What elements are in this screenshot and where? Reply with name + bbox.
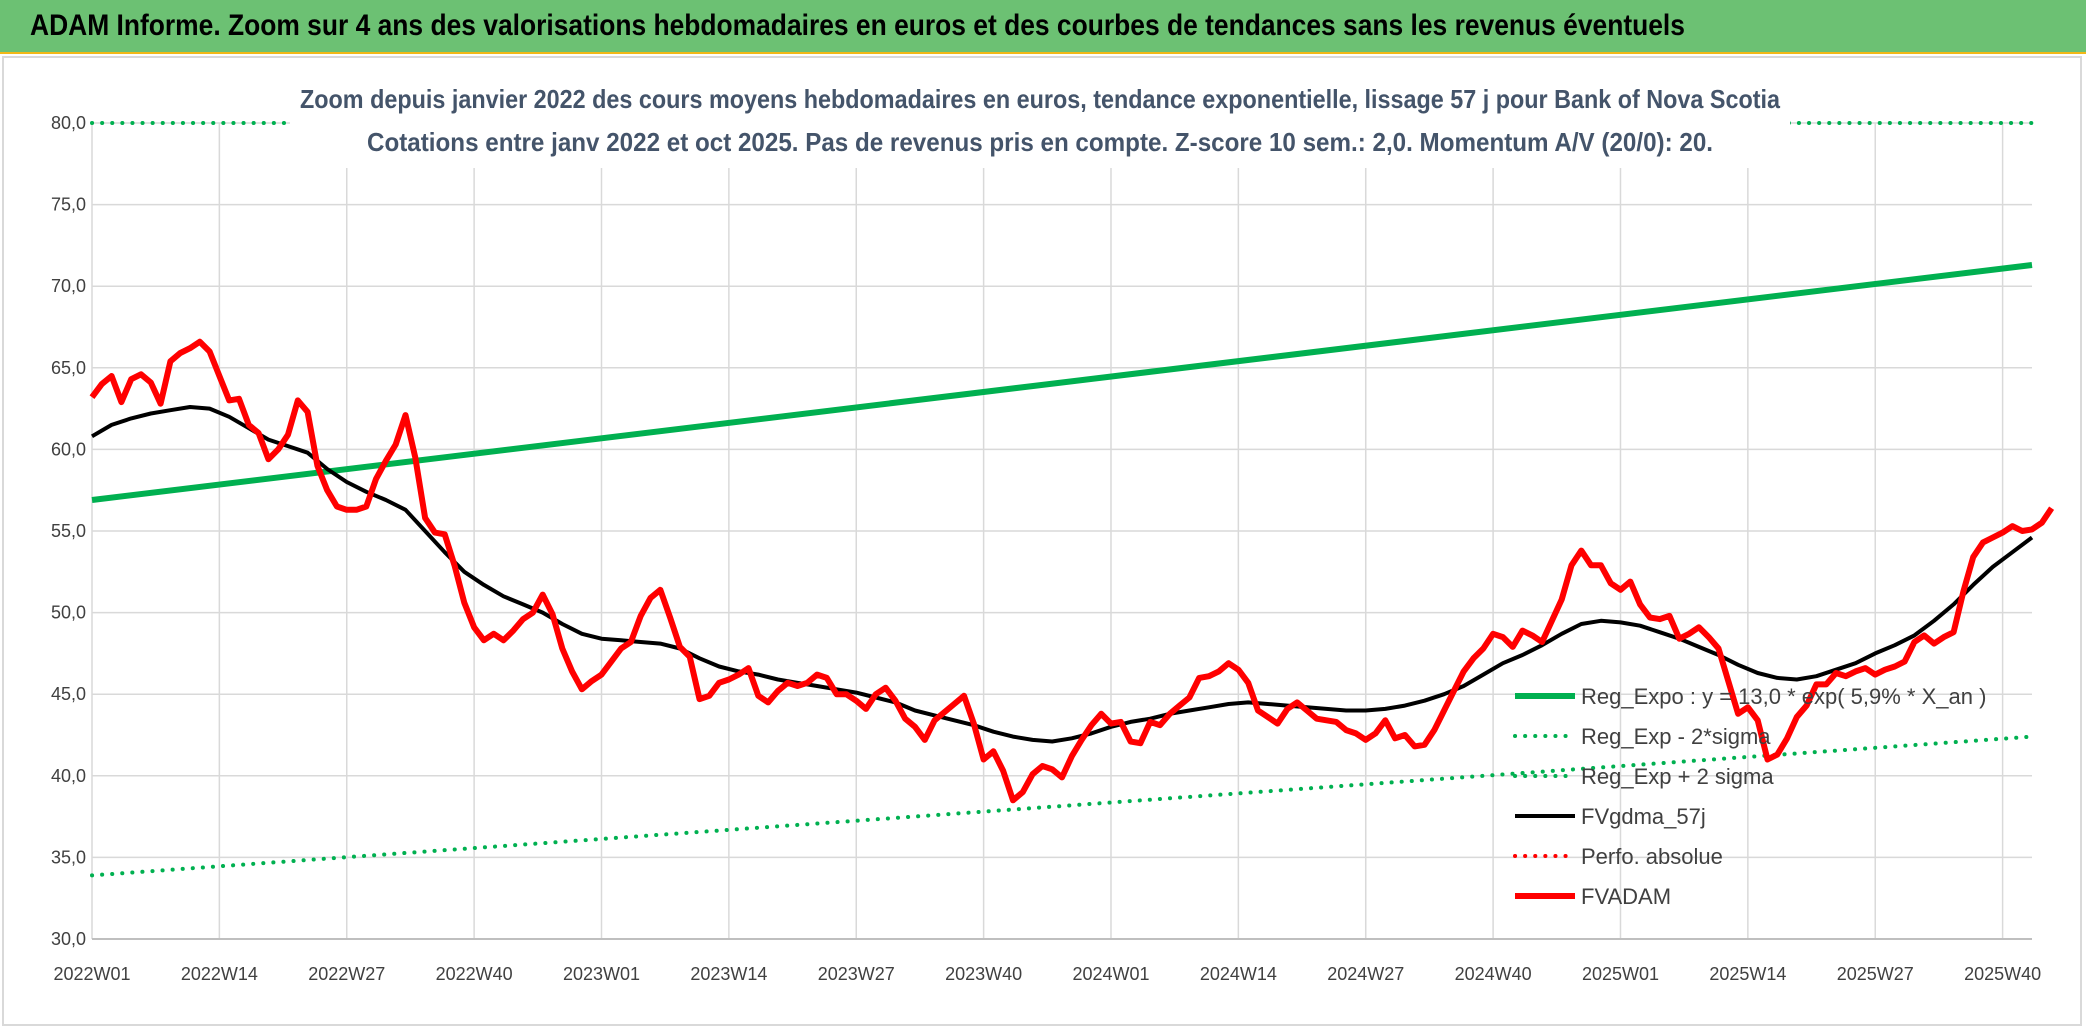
x-tick-label: 2022W40 [436,964,513,984]
chart-legend: Reg_Expo : y = 13,0 * exp( 5,9% * X_an )… [1513,684,1986,909]
x-tick-label: 2022W14 [181,964,258,984]
legend-label: FVgdma_57j [1581,804,1706,829]
chart-frame [2,56,2082,1026]
x-tick-label: 2023W14 [690,964,767,984]
series-reg-exp-2-sigma [90,734,2034,878]
y-tick-label: 40,0 [51,766,86,786]
x-tick-label: 2024W40 [1455,964,1532,984]
x-tick-label: 2024W14 [1200,964,1277,984]
x-tick-label: 2025W01 [1582,964,1659,984]
y-tick-label: 70,0 [51,276,86,296]
legend-label: FVADAM [1581,884,1671,909]
chart-subtitle: Cotations entre janv 2022 et oct 2025. P… [367,127,1713,157]
y-tick-label: 45,0 [51,684,86,704]
series-fvgdma-57j [90,405,2034,744]
y-tick-label: 75,0 [51,195,86,215]
x-tick-label: 2023W01 [563,964,640,984]
gridlines [91,122,2032,940]
x-tick-label: 2024W27 [1327,964,1404,984]
x-tick-label: 2023W40 [945,964,1022,984]
legend-label: Reg_Exp - 2*sigma [1581,724,1771,749]
report-banner: ADAM Informe. Zoom sur 4 ans des valoris… [0,0,2086,54]
title-background [290,76,1790,168]
chart-titles: Zoom depuis janvier 2022 des cours moyen… [290,76,1790,168]
y-tick-label: 65,0 [51,358,86,378]
y-tick-label: 50,0 [51,603,86,623]
y-tick-label: 35,0 [51,847,86,867]
x-tick-label: 2024W01 [1072,964,1149,984]
y-tick-label: 30,0 [51,929,86,949]
x-tick-label: 2023W27 [818,964,895,984]
y-tick-label: 55,0 [51,521,86,541]
legend-label: Reg_Expo : y = 13,0 * exp( 5,9% * X_an ) [1581,684,1986,709]
x-tick-label: 2022W01 [53,964,130,984]
x-tick-label: 2025W27 [1837,964,1914,984]
legend-label: Perfo. absolue [1581,844,1723,869]
series-fvadam [89,338,2055,804]
chart-title: Zoom depuis janvier 2022 des cours moyen… [300,84,1780,114]
y-tick-label: 80,0 [51,113,86,133]
x-tick-label: 2022W27 [308,964,385,984]
y-tick-label: 60,0 [51,439,86,459]
series-layer [89,121,2055,878]
x-tick-label: 2025W14 [1709,964,1786,984]
x-axis-tick-labels: 2022W01 2022W14 2022W27 2022W40 2023W01 2023W… [53,964,2041,984]
report-banner-title: ADAM Informe. Zoom sur 4 ans des valoris… [30,9,1685,42]
x-tick-label: 2025W40 [1964,964,2041,984]
y-axis-tick-labels: 30,0 35,0 40,0 45,0 50,0 55,0 60,0 65,0 70,0 75,0… [51,113,86,949]
legend-label: Reg_Exp + 2 sigma [1581,764,1774,789]
